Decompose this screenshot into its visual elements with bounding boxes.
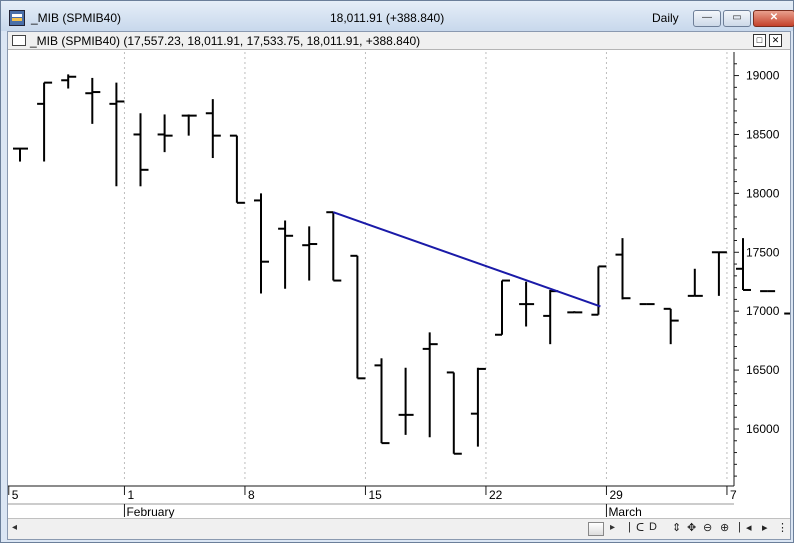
horizontal-scrollbar[interactable]: ◂ ▸ | ᑕ D ⇕ ✥ ⊖ ⊕ | ◂ ▸ ⋮ (8, 518, 790, 539)
y-tick-label: 16000 (746, 422, 780, 436)
close-chart-button[interactable]: ✕ (769, 34, 782, 47)
chart-header-text: _MIB (SPMIB40) (17,557.23, 18,011.91, 17… (30, 34, 421, 48)
x-axis: 5 1 8 15 22 29 7 February March (8, 486, 737, 518)
month-label: March (608, 505, 641, 518)
x-tick-label: 8 (248, 488, 255, 502)
x-tick-label: 7 (730, 488, 737, 502)
interval-label[interactable]: Daily (652, 11, 679, 25)
minimize-button[interactable]: — (693, 10, 721, 27)
zoom-out-icon[interactable]: ⊖ (703, 522, 713, 534)
chart-header: _MIB (SPMIB40) (17,557.23, 18,011.91, 17… (8, 32, 790, 50)
y-tick-label: 17500 (746, 245, 780, 259)
x-tick-label: 29 (609, 488, 623, 502)
scroll-last-icon[interactable]: ▸ (762, 522, 768, 534)
y-tick-label: 16500 (746, 363, 780, 377)
y-axis: 16000 16500 17000 17500 18000 18500 19000 (734, 63, 780, 477)
toolbar-separator: | (628, 521, 631, 533)
trendline (332, 211, 601, 308)
annotation-lines: TARGET 18780 (332, 211, 601, 308)
close-button[interactable]: ✕ (753, 10, 794, 27)
window-title: _MIB (SPMIB40) (31, 11, 122, 25)
y-tick-label: 17000 (746, 304, 780, 318)
chart-frame (8, 52, 735, 487)
scroll-left-icon[interactable]: ◂ (12, 522, 18, 533)
y-tick-label: 18000 (746, 186, 780, 200)
move-icon[interactable]: ✥ (687, 522, 697, 534)
chart-window: _MIB (SPMIB40) (17,557.23, 18,011.91, 17… (7, 31, 791, 540)
scroll-thumb[interactable] (588, 522, 604, 536)
x-tick-label: 15 (368, 488, 382, 502)
x-tick-label: 22 (489, 488, 503, 502)
app-icon (9, 10, 25, 26)
last-price: 18,011.91 (+388.840) (330, 11, 445, 25)
maximize-button[interactable]: ▭ (723, 10, 751, 27)
refresh-icon[interactable]: ᑕ (636, 522, 645, 534)
restore-chart-button[interactable]: □ (753, 34, 766, 47)
chart-grid (123, 52, 728, 482)
month-label: February (126, 505, 174, 518)
title-bar: _MIB (SPMIB40) 18,011.91 (+388.840) Dail… (1, 1, 794, 31)
vertical-resize-icon[interactable]: ⇕ (672, 522, 682, 534)
zoom-in-icon[interactable]: ⊕ (720, 522, 730, 534)
scroll-first-icon[interactable]: ◂ (746, 522, 752, 534)
toolbar-separator-2: | (738, 521, 741, 533)
y-tick-label: 18500 (746, 127, 780, 141)
scroll-right-icon[interactable]: ▸ (610, 522, 616, 533)
x-tick-label: 5 (12, 488, 19, 502)
y-tick-label: 19000 (746, 69, 780, 83)
ohlc-bars (13, 74, 790, 455)
x-tick-label: 1 (127, 488, 134, 502)
data-window-icon[interactable]: D (649, 521, 657, 533)
chart-window-icon (12, 35, 26, 46)
more-tools-icon[interactable]: ⋮ (777, 522, 788, 534)
price-chart[interactable]: TARGET 18780 160001650017000175001800018… (8, 50, 790, 518)
